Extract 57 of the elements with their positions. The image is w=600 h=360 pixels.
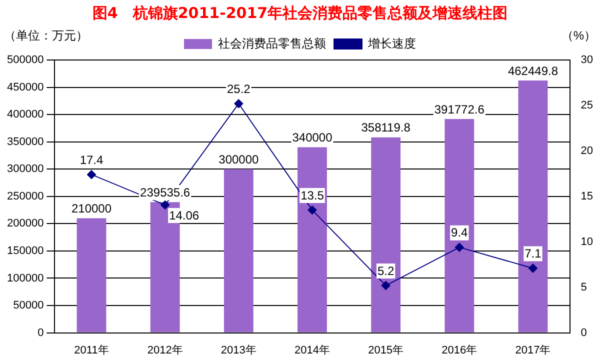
y2-axis-title: （%） — [561, 28, 596, 42]
y-tick-label: 500000 — [6, 54, 44, 66]
y-tick-label: 400000 — [6, 108, 44, 121]
point — [381, 281, 390, 290]
bar — [224, 169, 254, 332]
bar — [298, 147, 327, 332]
y-tick-label: 150000 — [6, 244, 44, 257]
x-tick-label: 2016年 — [442, 344, 478, 356]
data-label: 462449.8 — [508, 64, 558, 78]
y-tick-label: 200000 — [6, 218, 44, 230]
legend-label: 增长速度 — [367, 36, 416, 50]
bar — [518, 80, 548, 332]
y-axis-title: （单位：万元） — [4, 28, 88, 42]
x-tick-label: 2015年 — [368, 344, 404, 356]
x-tick-label: 2011年 — [74, 344, 109, 356]
y-tick-label: 0 — [38, 326, 44, 339]
x-tick-label: 2014年 — [294, 344, 330, 356]
point — [160, 200, 170, 210]
y-tick-label: 50000 — [13, 300, 44, 312]
y2-tick-label: 30 — [580, 54, 594, 66]
data-label: 5.2 — [377, 264, 394, 278]
y-tick-label: 250000 — [6, 190, 44, 202]
point — [528, 264, 538, 273]
y-tick-label: 350000 — [6, 136, 44, 148]
x-tick-label: 2013年 — [220, 344, 256, 356]
point — [308, 206, 317, 215]
data-label: 210000 — [71, 202, 112, 216]
point — [454, 242, 464, 252]
data-label: 25.2 — [226, 82, 251, 96]
y2-tick-label: 10 — [580, 236, 594, 248]
y2-tick-label: 20 — [580, 144, 594, 157]
x-tick-label: 2017年 — [515, 344, 551, 356]
y-tick-label: 100000 — [6, 272, 44, 284]
data-label: 358119.8 — [361, 120, 411, 135]
bar — [444, 119, 474, 332]
data-label: 300000 — [218, 152, 259, 166]
point — [234, 99, 244, 108]
y2-tick-label: 25 — [580, 100, 594, 112]
y-tick-label: 300000 — [6, 163, 44, 176]
y2-tick-label: 15 — [580, 190, 594, 202]
data-label: 340000 — [292, 130, 333, 145]
legend-label: 社会消费品零售总额 — [218, 36, 326, 50]
data-label: 391772.6 — [434, 102, 485, 116]
chart-title: 图4 杭锦旗2011-2017年社会消费品零售总额及增速线柱图 — [91, 3, 509, 24]
y2-tick-label: 5 — [580, 281, 587, 294]
data-label: 14.06 — [169, 208, 200, 222]
y2-tick-label: 0 — [580, 326, 587, 339]
point — [86, 170, 96, 180]
data-label: 13.5 — [300, 188, 324, 202]
bar — [371, 137, 401, 332]
data-label: 17.4 — [80, 152, 104, 167]
y-tick-label: 450000 — [6, 81, 44, 94]
x-tick-label: 2012年 — [147, 344, 183, 356]
bar — [76, 218, 106, 332]
data-label: 9.4 — [451, 226, 468, 240]
data-label: 7.1 — [524, 246, 542, 261]
data-label: 239535.6 — [140, 185, 190, 200]
